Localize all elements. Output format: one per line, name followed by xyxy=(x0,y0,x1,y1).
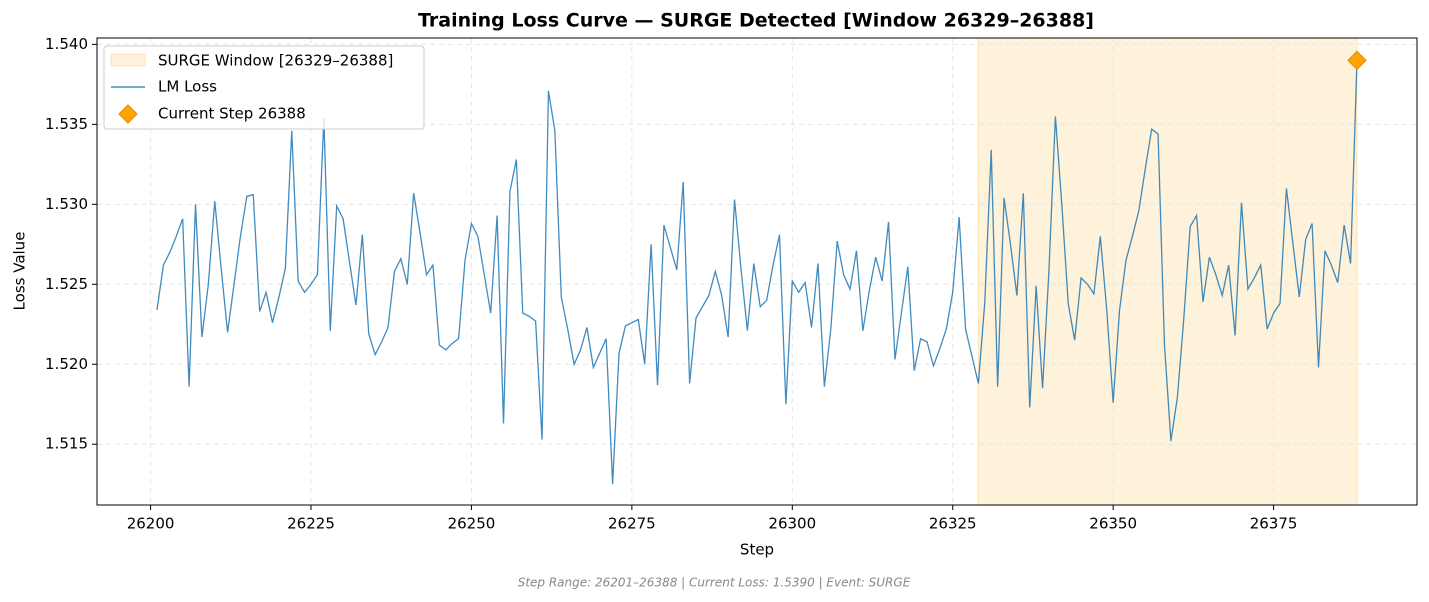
footnote: Step Range: 26201–26388 | Current Loss: … xyxy=(518,576,911,590)
y-tick-label: 1.525 xyxy=(45,275,88,293)
y-tick-label: 1.530 xyxy=(45,195,88,213)
x-tick-label: 26250 xyxy=(448,515,496,533)
x-tick-label: 26200 xyxy=(127,515,175,533)
x-tick-label: 26325 xyxy=(929,515,977,533)
x-tick-label: 26350 xyxy=(1089,515,1137,533)
x-tick-label: 26300 xyxy=(768,515,816,533)
x-tick-label: 26375 xyxy=(1250,515,1298,533)
y-axis-label: Loss Value xyxy=(11,232,29,311)
plot-frame xyxy=(96,37,1418,506)
legend-label: SURGE Window [26329–26388] xyxy=(158,52,393,70)
legend-label: Current Step 26388 xyxy=(158,105,306,123)
x-axis-label: Step xyxy=(740,541,774,559)
legend-swatch xyxy=(110,53,146,67)
y-tick-label: 1.540 xyxy=(45,35,88,53)
surge-window xyxy=(977,37,1358,506)
chart-title: Training Loss Curve — SURGE Detected [Wi… xyxy=(418,10,1094,32)
legend-box xyxy=(103,45,425,130)
current-marker xyxy=(1347,50,1367,71)
loss-line xyxy=(156,60,1358,485)
legend: SURGE Window [26329–26388] LM Loss Current… xyxy=(103,45,425,130)
y-tick-label: 1.515 xyxy=(45,435,88,453)
legend-swatch xyxy=(118,104,138,124)
y-tick-label: 1.535 xyxy=(45,115,88,133)
x-tick-label: 26225 xyxy=(287,515,335,533)
y-tick-label: 1.520 xyxy=(45,355,88,373)
legend-label: LM Loss xyxy=(158,78,217,96)
x-tick-label: 26275 xyxy=(608,515,656,533)
